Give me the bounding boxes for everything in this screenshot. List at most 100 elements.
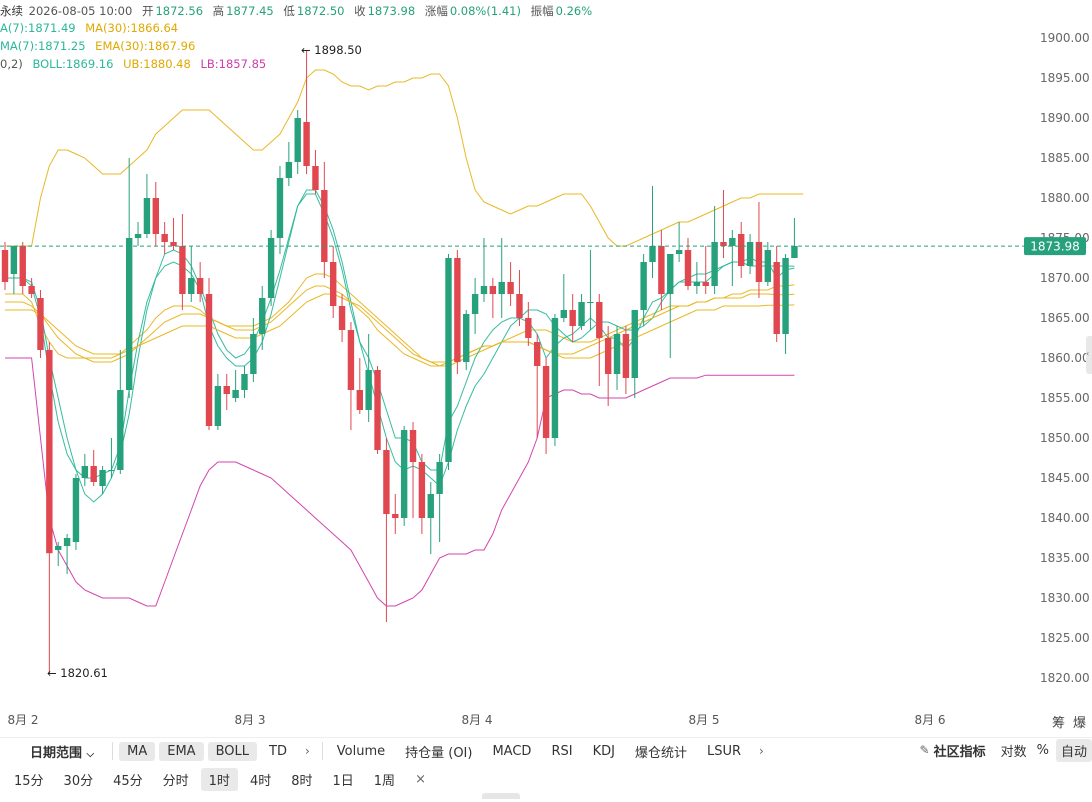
- date-range-dropdown[interactable]: 日期范围 ⌵: [22, 740, 102, 763]
- y-tick-label: 1845.00: [1040, 471, 1090, 485]
- candle-body: [720, 242, 727, 246]
- interval-1d[interactable]: 1日: [332, 773, 354, 789]
- side-panel-toggle[interactable]: ‹: [1086, 336, 1092, 374]
- candle-body: [1, 250, 9, 282]
- candle-body: [525, 318, 532, 338]
- interval-15m[interactable]: 15分: [14, 773, 44, 789]
- interval-8h[interactable]: 8时: [291, 773, 313, 789]
- price-chart[interactable]: 1900.001895.001890.001885.001880.001875.…: [0, 0, 1092, 735]
- interval-timeline[interactable]: 分时: [162, 773, 189, 789]
- x-tick-label: 8月 5: [688, 713, 719, 727]
- max-price-annotation: ← 1898.50: [301, 43, 362, 57]
- high-value: 1877.45: [226, 4, 274, 18]
- candle-body: [489, 286, 497, 294]
- candle-body: [729, 238, 736, 246]
- corner-tools: 筹爆: [1052, 712, 1086, 731]
- x-tick-label: 8月 3: [234, 713, 265, 727]
- min-price-annotation: ← 1820.61: [47, 666, 108, 680]
- chevron-left-icon: ‹: [1086, 349, 1090, 358]
- candle-body: [125, 238, 133, 390]
- sub-indicator-kdj[interactable]: KDJ: [592, 743, 615, 759]
- candle-body: [134, 234, 142, 238]
- candle-body: [10, 246, 18, 274]
- x-tick-label: 8月 4: [461, 713, 492, 727]
- chevron-right-icon[interactable]: ›: [759, 744, 764, 758]
- sub-indicator-volume[interactable]: Volume: [336, 743, 386, 759]
- amplitude-value: 0.26%: [555, 4, 593, 18]
- candle-body: [259, 298, 266, 334]
- candle-body: [463, 314, 470, 362]
- interval-1w[interactable]: 1周: [373, 773, 396, 789]
- y-tick-label: 1895.00: [1040, 71, 1090, 85]
- candle-body: [445, 258, 452, 462]
- candle-body: [214, 386, 222, 426]
- candle-body: [108, 470, 115, 471]
- candle-body: [55, 546, 62, 550]
- interval-toolbar: 15分 30分 45分 分时 1时 4时 8时 1日 1周 ×: [0, 765, 1092, 793]
- candle-body: [99, 470, 106, 486]
- candle-body: [250, 334, 257, 374]
- x-tick-label: 8月 2: [7, 713, 38, 727]
- y-tick-label: 1880.00: [1040, 191, 1090, 205]
- candle-body: [516, 294, 523, 318]
- y-tick-label: 1820.00: [1040, 671, 1090, 685]
- sub-indicator-rsi[interactable]: RSI: [551, 743, 573, 759]
- liquidation-button[interactable]: 爆: [1072, 716, 1086, 731]
- panel-resize-handle[interactable]: [482, 793, 520, 799]
- candle-body: [764, 250, 772, 282]
- auto-scale-toggle[interactable]: 自动: [1055, 738, 1092, 762]
- interval-45m[interactable]: 45分: [113, 773, 143, 789]
- candle-body: [161, 234, 168, 242]
- candle-body: [276, 178, 284, 238]
- open-value: 1872.56: [155, 4, 204, 18]
- log-scale-toggle[interactable]: 对数: [1000, 744, 1027, 760]
- candle-body: [667, 254, 674, 294]
- candle-body: [241, 374, 248, 390]
- candle-body: [418, 462, 426, 518]
- close-icon[interactable]: ×: [415, 771, 426, 787]
- sub-indicator-macd[interactable]: MACD: [492, 743, 532, 759]
- interval-30m[interactable]: 30分: [63, 773, 94, 789]
- indicator-boll[interactable]: BOLL: [207, 741, 257, 761]
- indicator-td[interactable]: TD: [269, 743, 287, 759]
- low-label: 低: [283, 4, 295, 18]
- candle-body: [312, 166, 319, 190]
- sub-indicator-liquidation[interactable]: 爆仓统计: [634, 745, 687, 761]
- candle-body: [232, 390, 239, 398]
- indicator-line-ema-7: [5, 193, 795, 479]
- candle-body: [711, 242, 718, 286]
- candle-body: [675, 250, 683, 254]
- candle-body: [755, 242, 763, 282]
- candle-body: [773, 262, 780, 334]
- chip-distribution-button[interactable]: 筹: [1051, 716, 1065, 731]
- interval-4h[interactable]: 4时: [249, 773, 272, 789]
- interval-1h[interactable]: 1时: [200, 767, 238, 791]
- percent-scale-toggle[interactable]: %: [1036, 742, 1049, 758]
- sub-indicator-oi[interactable]: 持仓量 (OI): [405, 745, 473, 761]
- candle-body: [782, 258, 789, 334]
- community-indicator-button[interactable]: 社区指标: [933, 744, 986, 760]
- candle-body: [791, 246, 798, 258]
- candle-body: [72, 478, 80, 542]
- boll-params: 0,2): [0, 57, 23, 71]
- indicator-ema[interactable]: EMA: [159, 741, 204, 761]
- ema-legend: MA(7):1871.25 EMA(30):1867.96: [0, 39, 201, 53]
- candle-body: [143, 198, 151, 234]
- candle-body: [427, 494, 434, 518]
- chart-settings-toolbar: ✎ 社区指标 对数 % 自动: [920, 737, 1092, 763]
- ema7-legend: MA(7):1871.25: [0, 39, 86, 53]
- close-label: 收: [354, 4, 366, 18]
- candle-body: [684, 250, 692, 286]
- candle-body: [63, 538, 71, 546]
- candle-body: [613, 334, 621, 374]
- x-tick-label: 8月 6: [914, 713, 945, 727]
- indicator-ma[interactable]: MA: [119, 741, 156, 761]
- chevron-right-icon[interactable]: ›: [304, 744, 310, 758]
- sub-indicator-lsur[interactable]: LSUR: [706, 743, 741, 759]
- candle-body: [738, 234, 745, 266]
- candle-body: [542, 366, 550, 438]
- edit-icon[interactable]: ✎: [919, 743, 930, 757]
- candle-body: [658, 246, 665, 294]
- candle-datetime: 2026-08-05 10:00: [28, 4, 133, 18]
- y-tick-label: 1855.00: [1040, 391, 1090, 405]
